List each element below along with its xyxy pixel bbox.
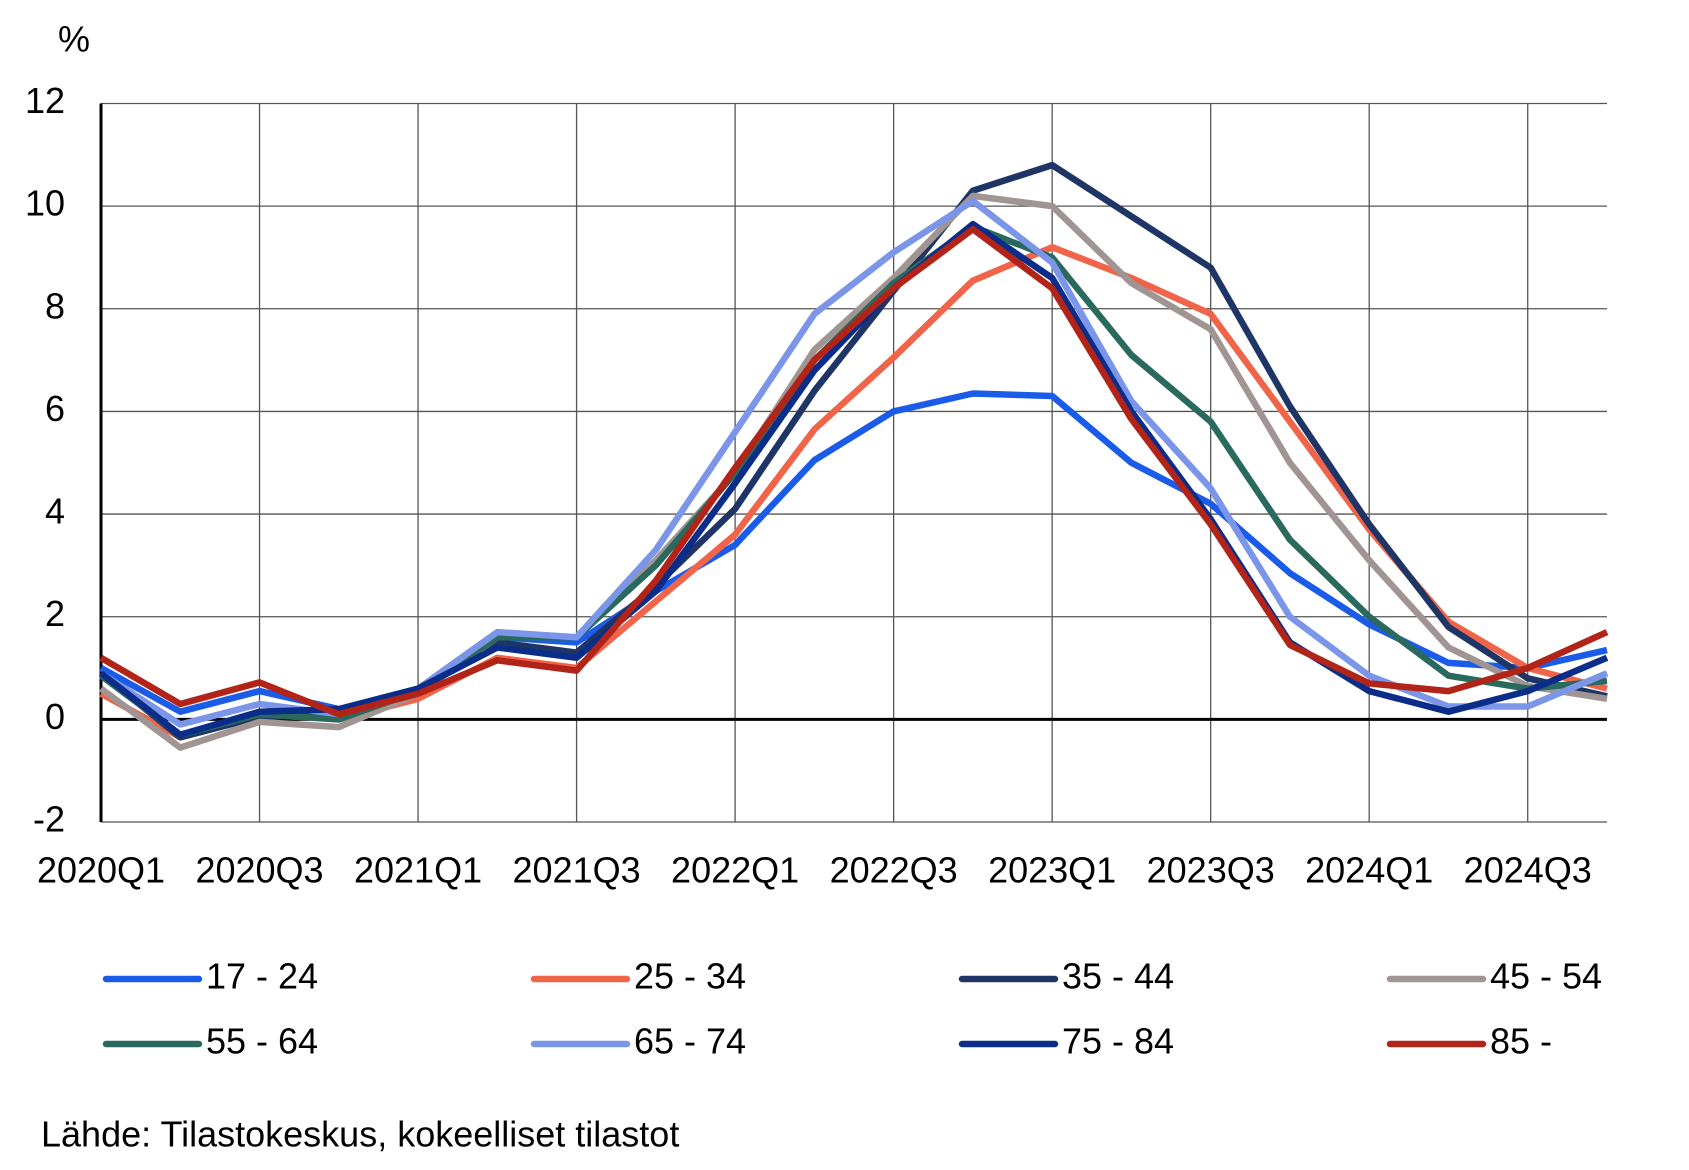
legend-label: 85 - [1490,1021,1552,1062]
series-line [99,390,1608,715]
x-tick-label: 2023Q1 [988,850,1116,891]
legend-label: 65 - 74 [634,1021,746,1062]
x-tick-label: 2024Q3 [1464,850,1592,891]
y-tick-label: 6 [45,388,65,429]
x-tick-label: 2020Q1 [37,850,165,891]
legend-label: 45 - 54 [1490,956,1602,997]
series-line [99,197,1609,728]
series-line [98,161,1608,741]
y-unit: % [58,19,90,60]
x-tick-label: 2021Q1 [354,850,482,891]
source: Lähde: Tilastokeskus, kokeelliset tilast… [41,1114,679,1155]
y-tick-label: 12 [25,80,65,121]
legend-label: 55 - 64 [206,1021,318,1062]
legend-label: 25 - 34 [634,956,746,997]
y-tick-label: 4 [45,491,65,532]
legend-label: 75 - 84 [1062,1021,1174,1062]
legend-label: 17 - 24 [206,956,318,997]
series-line [99,192,1608,751]
x-tick-label: 2020Q3 [195,850,323,891]
x-tick-label: 2023Q3 [1147,850,1275,891]
y-tick-label: 10 [25,183,65,224]
x-tick-label: 2021Q3 [513,850,641,891]
series-line [99,223,1608,739]
x-tick-label: 2022Q3 [830,850,958,891]
series-line [99,220,1609,739]
x-tick-label: 2022Q1 [671,850,799,891]
y-tick-label: 8 [45,285,65,326]
series-line [99,225,1609,718]
y-tick-label: 0 [45,696,65,737]
y-tick-label: 2 [45,593,65,634]
y-tick-label: -2 [33,799,65,840]
x-tick-label: 2024Q1 [1305,850,1433,891]
legend-label: 35 - 44 [1062,956,1174,997]
